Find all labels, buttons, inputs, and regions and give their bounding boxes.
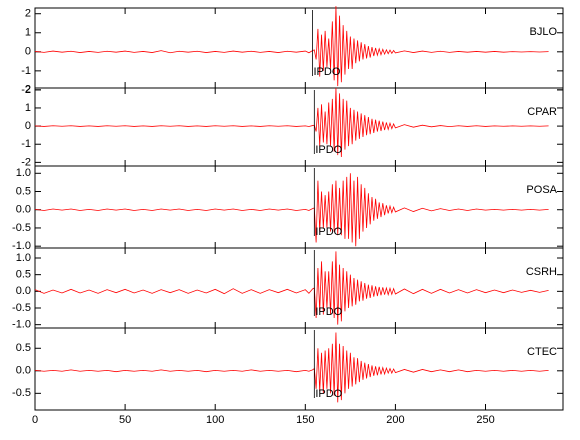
y-tick-label: -1 [21,138,31,150]
y-tick-label: 2 [25,84,31,96]
trace [34,251,549,325]
x-tick-label: 0 [32,414,38,426]
station-label: CTEC [527,346,557,358]
pick-label: IPDO [314,66,341,78]
y-tick-label: -0.5 [12,302,31,314]
y-tick-label: -2 [21,84,31,96]
trace [34,173,549,247]
y-tick-label: 1.0 [16,252,31,264]
x-tick-label: 100 [206,414,224,426]
trace [34,87,549,157]
y-tick-label: -0.5 [12,387,31,399]
y-tick-label: -1.0 [12,319,31,331]
panel-frame [34,7,564,89]
y-tick-label: -2 [21,156,31,168]
y-tick-label: 0 [25,120,31,132]
panel-frame [34,327,564,411]
y-tick-label: 0.5 [16,185,31,197]
y-tick-label: 0.0 [16,285,31,297]
pick-label: IPDO [315,144,342,156]
station-label: CSRH [526,266,557,278]
station-label: CPAR [527,106,557,118]
y-tick-label: -1 [21,65,31,77]
trace [34,6,549,87]
y-tick-label: 0.5 [16,269,31,281]
station-label: BJLO [529,26,557,38]
y-tick-label: 0.0 [16,204,31,216]
panel-frame [34,165,564,249]
station-label: POSA [526,184,557,196]
pick-label: IPDO [315,306,342,318]
y-tick-label: 0 [25,46,31,58]
y-tick-label: 2 [25,8,31,20]
pick-label: IPDO [315,226,342,238]
x-tick-label: 50 [119,414,131,426]
y-tick-label: 0.5 [16,342,31,354]
y-tick-label: 1.0 [16,167,31,179]
panel-frame [34,247,564,329]
trace [34,332,549,403]
x-tick-label: 200 [386,414,404,426]
x-tick-label: 250 [476,414,494,426]
y-tick-label: -0.5 [12,222,31,234]
pick-label: IPDO [315,388,342,400]
y-tick-label: 1 [25,102,31,114]
y-tick-label: 0.0 [16,365,31,377]
panel-frame [34,87,564,167]
y-tick-label: -1.0 [12,240,31,252]
y-tick-label: 1 [25,27,31,39]
x-tick-label: 150 [296,414,314,426]
